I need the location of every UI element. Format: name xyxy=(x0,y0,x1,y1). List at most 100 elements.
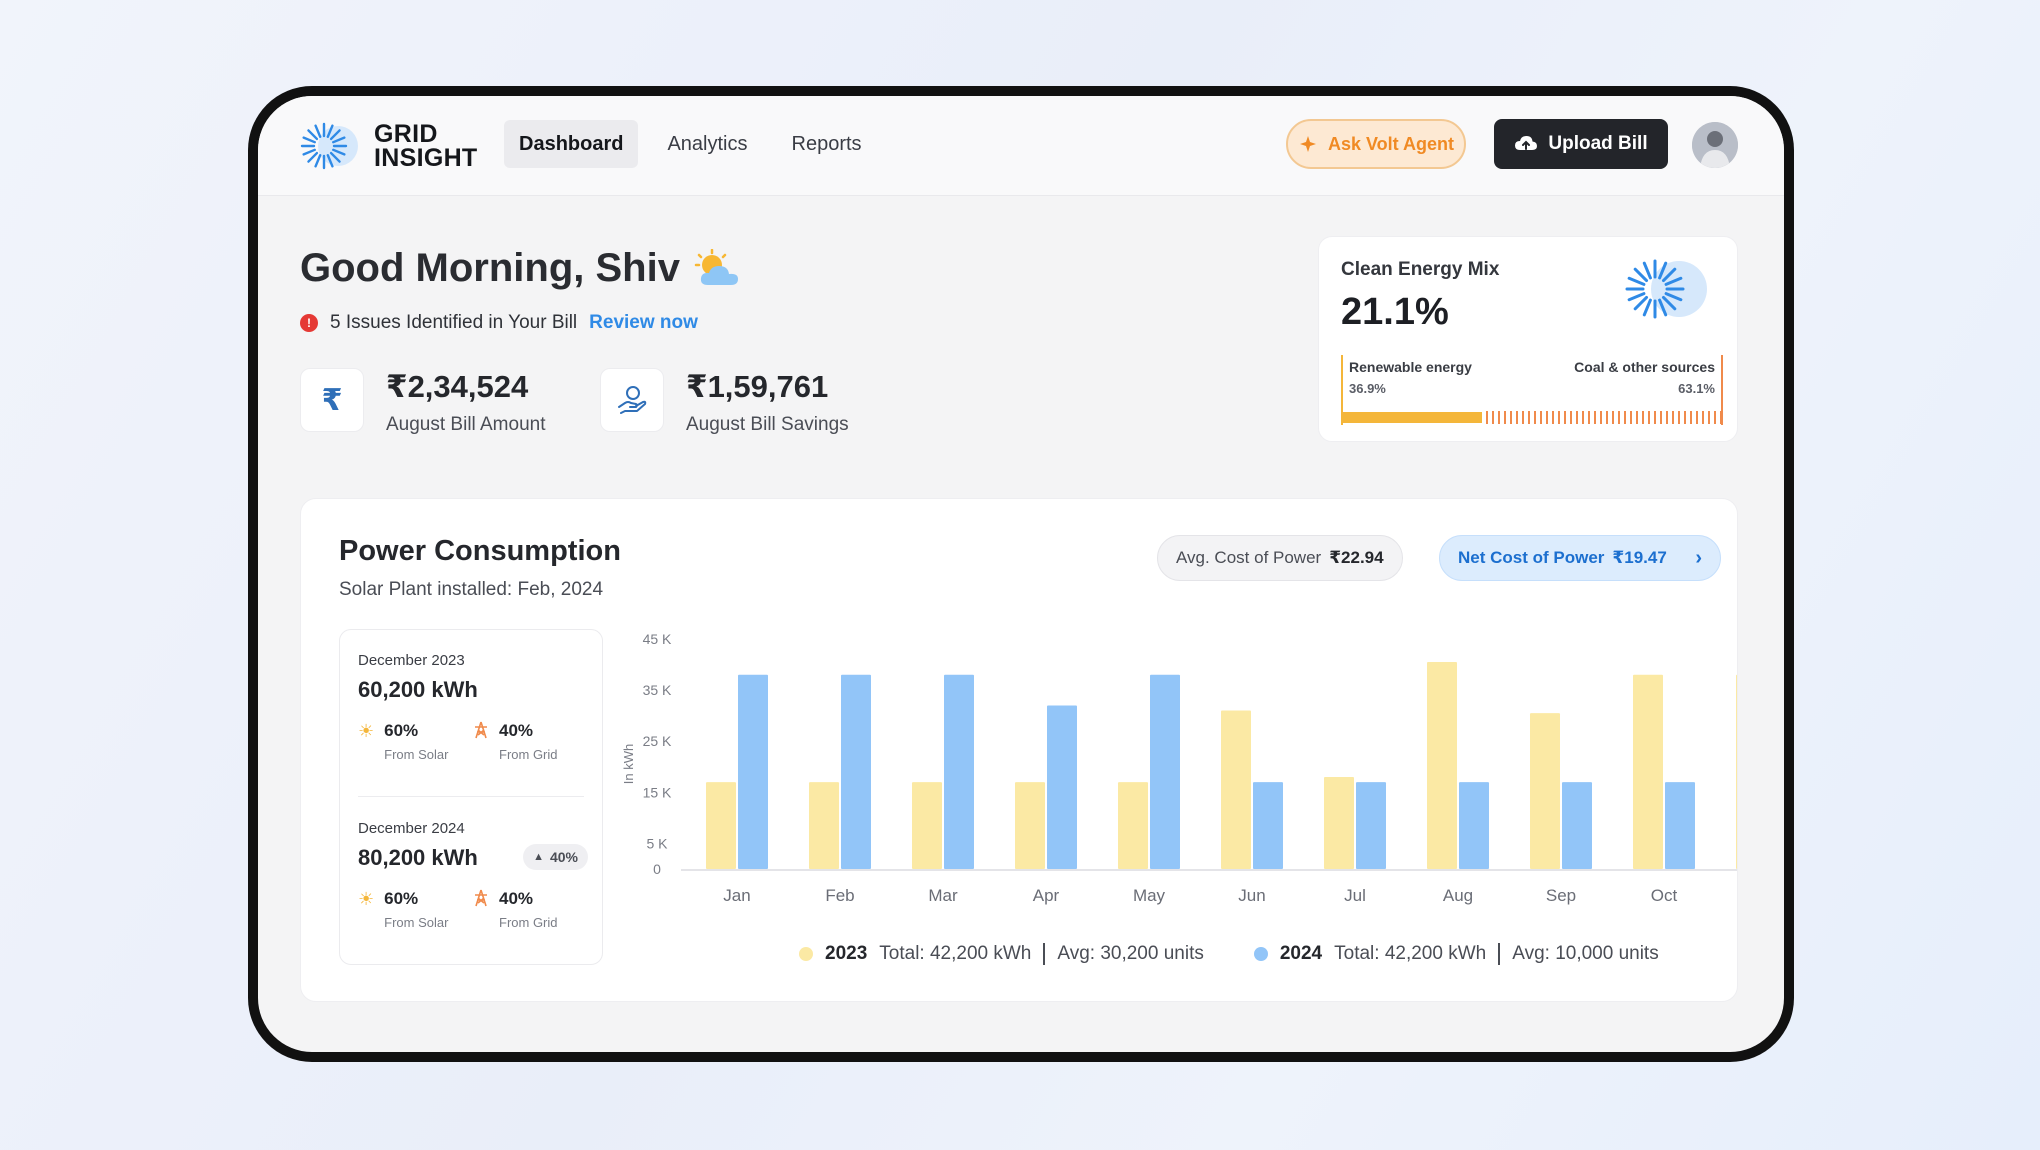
clean-energy-mix-card[interactable]: Clean Energy Mix 21.1% Renewable energy … xyxy=(1318,236,1738,442)
logo[interactable]: GRID INSIGHT xyxy=(300,120,478,172)
bill-amount-value: ₹2,34,524 xyxy=(386,369,529,404)
coal-bar-tick xyxy=(1624,411,1626,424)
growth-badge: ▲ 40% xyxy=(523,844,588,870)
energy-sunburst-icon xyxy=(1625,259,1707,319)
review-now-link[interactable]: Review now xyxy=(589,312,698,333)
bar-2024-may[interactable] xyxy=(1150,674,1180,869)
coal-bar-tick xyxy=(1606,411,1608,424)
bar-2024-aug[interactable] xyxy=(1459,782,1489,869)
y-tick-label: 15 K xyxy=(643,784,672,800)
summary-dec-2023: December 2023 60,200 kWh ☀ 60% From Sola… xyxy=(358,652,588,762)
consumption-subtitle: Solar Plant installed: Feb, 2024 xyxy=(339,579,604,600)
sun-icon: ☀ xyxy=(358,889,375,909)
net-cost-label: Net Cost of Power xyxy=(1458,548,1605,567)
chart-legend: 2023 Total: 42,200 kWh Avg: 30,200 units… xyxy=(799,943,1659,965)
coal-bar-tick xyxy=(1660,411,1662,424)
legend-2023-swatch xyxy=(799,947,813,961)
app-screen: GRID INSIGHT Dashboard Analytics Reports… xyxy=(258,96,1784,1052)
coal-bar-tick xyxy=(1684,411,1686,424)
bar-2023-sep[interactable] xyxy=(1530,713,1560,869)
energy-progress-bar xyxy=(1341,411,1722,424)
legend-separator xyxy=(1043,943,1046,965)
sun-icon: ☀ xyxy=(358,721,375,741)
bar-2024-mar[interactable] xyxy=(944,674,974,869)
bar-2024-sep[interactable] xyxy=(1562,782,1592,869)
bar-2024-oct[interactable] xyxy=(1665,782,1695,869)
coal-bar-tick xyxy=(1546,411,1548,424)
bar-2023-jun[interactable] xyxy=(1221,710,1251,869)
bill-amount-label: August Bill Amount xyxy=(386,414,546,435)
bar-2023-may[interactable] xyxy=(1118,782,1148,869)
bill-savings-value: ₹1,59,761 xyxy=(686,369,829,404)
coal-bar-tick xyxy=(1720,411,1722,424)
x-tick-label: Jun xyxy=(1238,886,1265,905)
ask-volt-agent-button[interactable]: Ask Volt Agent xyxy=(1286,119,1466,169)
summary-prev-period: December 2023 xyxy=(358,652,465,669)
prev-grid-pct: 40% xyxy=(499,721,534,740)
bar-2024-jun[interactable] xyxy=(1253,782,1283,869)
curr-grid-pct: 40% xyxy=(499,889,534,908)
avatar-person-icon xyxy=(1692,122,1738,168)
coal-bar-tick xyxy=(1714,411,1716,424)
y-tick-label: 35 K xyxy=(643,682,672,698)
coal-bar-tick xyxy=(1678,411,1680,424)
power-tower-icon xyxy=(475,889,487,907)
bar-2023-aug[interactable] xyxy=(1427,662,1457,869)
nav-reports[interactable]: Reports xyxy=(791,132,862,155)
x-tick-label: Oct xyxy=(1651,886,1678,905)
bar-2024-feb[interactable] xyxy=(841,674,871,869)
greeting-header: Good Morning, Shiv xyxy=(300,246,742,291)
power-tower-icon xyxy=(475,721,487,739)
bar-2023-oct[interactable] xyxy=(1633,674,1663,869)
coal-bar-tick xyxy=(1504,411,1506,424)
savings-hand-icon xyxy=(600,368,664,432)
net-cost-pill[interactable]: Net Cost of Power ₹19.47 › xyxy=(1439,535,1721,581)
coal-bar-tick xyxy=(1612,411,1614,424)
mix-value: 21.1% xyxy=(1341,291,1449,333)
sparkle-icon xyxy=(1299,136,1316,152)
bar-2023-jul[interactable] xyxy=(1324,777,1354,869)
bar-2023-feb[interactable] xyxy=(809,782,839,869)
greeting-text: Good Morning, Shiv xyxy=(300,246,680,290)
coal-bar-tick xyxy=(1582,411,1584,424)
x-tick-label: Jul xyxy=(1344,886,1366,905)
bar-2023-n[interactable] xyxy=(1736,674,1738,869)
nav-analytics[interactable]: Analytics xyxy=(667,132,748,155)
coal-bar-tick xyxy=(1534,411,1536,424)
user-avatar[interactable] xyxy=(1692,122,1738,168)
alert-icon: ! xyxy=(300,314,318,332)
coal-bar-tick xyxy=(1594,411,1596,424)
coal-bar-tick xyxy=(1666,411,1668,424)
nav-dashboard[interactable]: Dashboard xyxy=(504,120,639,168)
bar-2023-mar[interactable] xyxy=(912,782,942,869)
bar-2024-jan[interactable] xyxy=(738,674,768,869)
coal-bar-tick xyxy=(1696,411,1698,424)
summary-curr-period: December 2024 xyxy=(358,820,465,837)
renewable-label: Renewable energy xyxy=(1349,359,1472,375)
coal-bar-tick xyxy=(1636,411,1638,424)
bar-2024-jul[interactable] xyxy=(1356,782,1386,869)
coal-bar-tick xyxy=(1486,411,1488,424)
bar-2023-jan[interactable] xyxy=(706,782,736,869)
x-tick-label: Aug xyxy=(1443,886,1473,905)
avg-cost-value: ₹22.94 xyxy=(1329,548,1384,567)
coal-bar-tick xyxy=(1522,411,1524,424)
coal-percentage: 63.1% xyxy=(1678,381,1715,396)
device-frame: GRID INSIGHT Dashboard Analytics Reports… xyxy=(248,86,1794,1062)
coal-bar-tick xyxy=(1654,411,1656,424)
avg-cost-pill[interactable]: Avg. Cost of Power ₹22.94 xyxy=(1157,535,1403,581)
y-axis-label: In kWh xyxy=(621,744,636,784)
upload-bill-button[interactable]: Upload Bill xyxy=(1494,119,1668,169)
legend-2024-swatch xyxy=(1253,947,1268,961)
prev-solar-label: From Solar xyxy=(384,747,449,762)
bill-savings-label: August Bill Savings xyxy=(686,414,849,435)
coal-bar-tick xyxy=(1576,411,1578,424)
bar-2024-apr[interactable] xyxy=(1047,705,1077,869)
y-tick-label: 5 K xyxy=(646,835,668,851)
bill-savings-stat: ₹1,59,761 August Bill Savings xyxy=(600,368,849,436)
legend-2023-avg: Avg: 30,200 units xyxy=(1057,943,1204,964)
summary-divider xyxy=(358,796,584,797)
bar-2023-apr[interactable] xyxy=(1015,782,1045,869)
chevron-right-icon: › xyxy=(1695,546,1702,569)
curr-solar-label: From Solar xyxy=(384,915,449,930)
